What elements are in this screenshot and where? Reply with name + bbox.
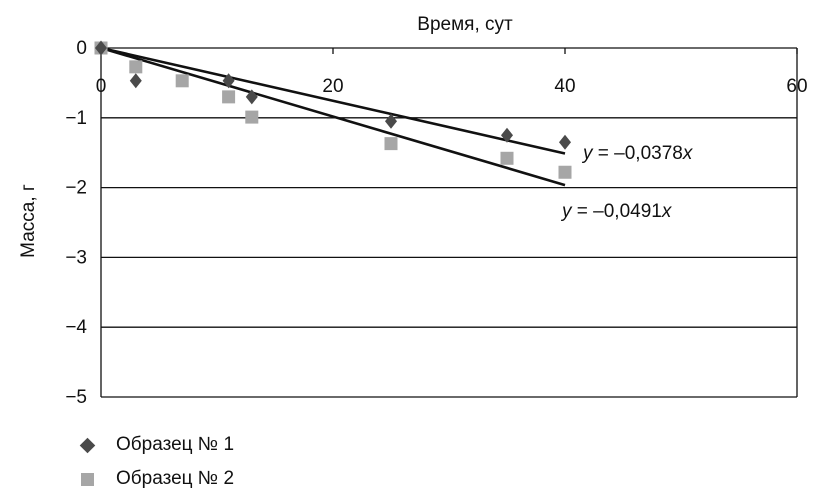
diamond-marker-icon [76, 434, 98, 456]
legend-item-series-2: Образец № 2 [76, 462, 234, 496]
x-axis-title: Время, сут [417, 14, 513, 35]
point-series-2 [245, 110, 259, 124]
x-tick-label: 60 [786, 76, 807, 97]
point-series-1 [559, 134, 571, 150]
point-series-1 [501, 127, 513, 143]
point-series-1 [245, 89, 258, 105]
square-marker-icon [76, 468, 98, 490]
point-series-2 [129, 60, 143, 74]
x-tick-label: 0 [96, 76, 107, 97]
x-tick-label: 40 [554, 76, 575, 97]
legend-label-series-2: Образец № 2 [116, 468, 235, 489]
trendlines [100, 46, 566, 187]
point-series-2 [175, 74, 189, 88]
x-tick-label: 20 [322, 76, 343, 97]
point-series-1 [129, 73, 142, 89]
trendline-labels: y = –0,0378x y = –0,0491x [560, 143, 694, 222]
y-tick-label: −3 [65, 247, 87, 268]
point-series-1 [222, 73, 235, 89]
point-series-1 [385, 113, 397, 129]
trendline-2 [100, 46, 566, 187]
tick-labels: 0 −1 −2 −3 −4 −5 0 20 40 60 [65, 38, 807, 408]
point-series-2 [384, 137, 398, 151]
legend-label-series-1: Образец № 1 [116, 434, 235, 455]
y-tick-label: −5 [65, 387, 87, 408]
legend-item-series-1: Образец № 1 [76, 428, 234, 462]
legend: Образец № 1 Образец № 2 [76, 428, 234, 496]
y-axis-title: Масса, г [18, 184, 39, 258]
y-tick-label: −4 [65, 317, 87, 338]
y-tick-label: −2 [65, 178, 87, 199]
point-series-2 [500, 151, 514, 165]
axes [100, 47, 798, 397]
point-series-1 [95, 40, 107, 56]
grid-lines [101, 117, 797, 398]
point-series-2 [222, 90, 236, 104]
y-tick-label: −1 [65, 108, 87, 129]
data-points [94, 40, 572, 179]
point-series-2 [558, 165, 572, 179]
trendline-1 [100, 46, 566, 155]
y-tick-label: 0 [76, 38, 87, 59]
trendline-label-1: y = –0,0378x [581, 143, 694, 164]
trendline-label-2: y = –0,0491x [560, 201, 673, 222]
